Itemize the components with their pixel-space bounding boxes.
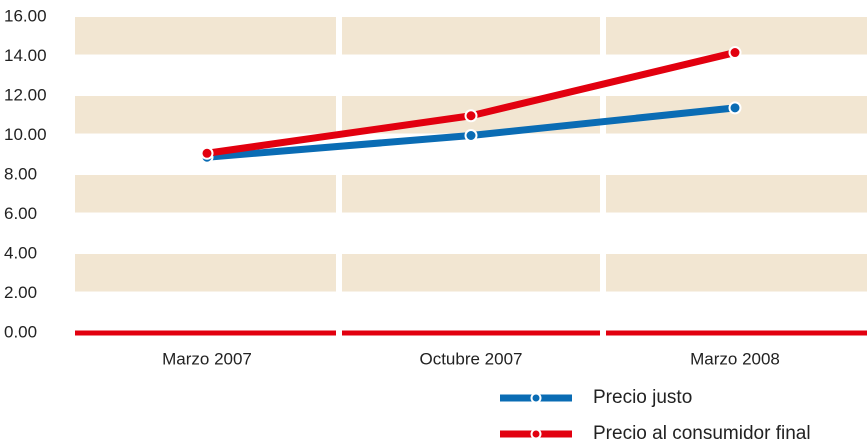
point [728, 46, 742, 60]
y-tick-label: 14.00 [4, 46, 47, 65]
legend-label: Precio al consumidor final [593, 423, 811, 444]
point [728, 101, 742, 115]
y-tick-label: 12.00 [4, 85, 47, 104]
grid-band [75, 254, 867, 292]
y-tick-label: 2.00 [4, 283, 37, 302]
grid-band [75, 175, 867, 213]
x-tick-label: Octubre 2007 [419, 349, 522, 368]
column-gap [600, 15, 606, 337]
legend-marker [530, 428, 542, 440]
x-tick-label: Marzo 2007 [162, 349, 252, 368]
y-tick-label: 4.00 [4, 243, 37, 262]
y-tick-label: 6.00 [4, 204, 37, 223]
point [200, 146, 214, 160]
point [464, 129, 478, 142]
y-tick-label: 8.00 [4, 164, 37, 183]
legend-label: Precio justo [593, 387, 692, 408]
y-tick-label: 16.00 [4, 6, 47, 25]
y-tick-label: 10.00 [4, 125, 47, 144]
x-tick-label: Marzo 2008 [690, 349, 780, 368]
point [464, 109, 478, 123]
grid-band [75, 17, 867, 55]
legend-marker [530, 392, 542, 404]
column-gap [336, 15, 342, 337]
y-tick-label: 0.00 [4, 322, 37, 341]
